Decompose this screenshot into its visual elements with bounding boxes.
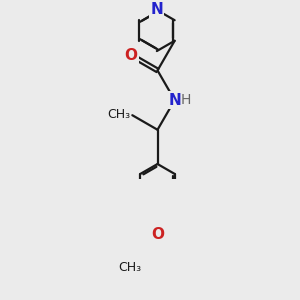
Text: N: N bbox=[151, 2, 163, 17]
Circle shape bbox=[152, 5, 161, 14]
Text: CH₃: CH₃ bbox=[107, 108, 130, 121]
Text: O: O bbox=[124, 47, 137, 62]
Text: O: O bbox=[151, 227, 164, 242]
Circle shape bbox=[153, 230, 162, 239]
Circle shape bbox=[126, 50, 135, 59]
Text: CH₃: CH₃ bbox=[118, 261, 141, 274]
Text: N: N bbox=[168, 93, 181, 108]
Text: H: H bbox=[181, 93, 191, 107]
Circle shape bbox=[170, 96, 179, 105]
